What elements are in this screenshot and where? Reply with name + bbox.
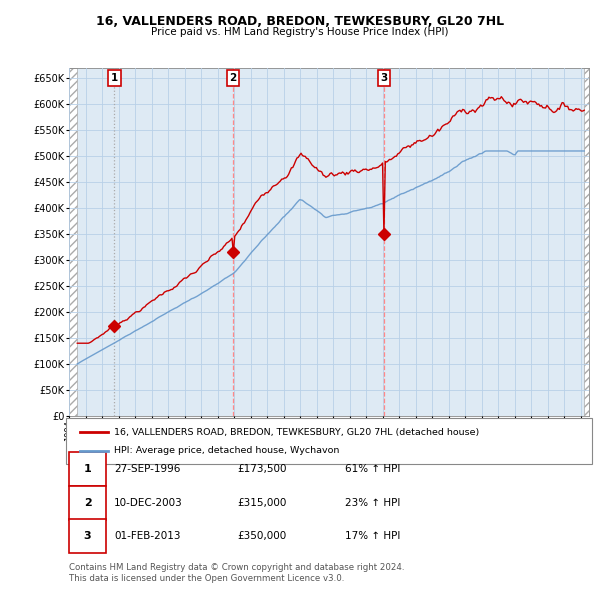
Text: 2: 2 — [84, 498, 91, 507]
Text: 27-SEP-1996: 27-SEP-1996 — [114, 464, 181, 474]
Text: Price paid vs. HM Land Registry's House Price Index (HPI): Price paid vs. HM Land Registry's House … — [151, 27, 449, 37]
Text: 2: 2 — [230, 73, 237, 83]
Text: This data is licensed under the Open Government Licence v3.0.: This data is licensed under the Open Gov… — [69, 574, 344, 583]
Text: 16, VALLENDERS ROAD, BREDON, TEWKESBURY, GL20 7HL (detached house): 16, VALLENDERS ROAD, BREDON, TEWKESBURY,… — [114, 428, 479, 437]
Text: 23% ↑ HPI: 23% ↑ HPI — [345, 498, 400, 507]
Text: 16, VALLENDERS ROAD, BREDON, TEWKESBURY, GL20 7HL: 16, VALLENDERS ROAD, BREDON, TEWKESBURY,… — [96, 15, 504, 28]
Text: HPI: Average price, detached house, Wychavon: HPI: Average price, detached house, Wych… — [114, 446, 340, 455]
Text: 01-FEB-2013: 01-FEB-2013 — [114, 532, 181, 541]
Text: 1: 1 — [111, 73, 118, 83]
Text: 10-DEC-2003: 10-DEC-2003 — [114, 498, 183, 507]
Text: £173,500: £173,500 — [237, 464, 287, 474]
Text: 61% ↑ HPI: 61% ↑ HPI — [345, 464, 400, 474]
Text: 3: 3 — [380, 73, 388, 83]
Bar — [69, 68, 77, 416]
Text: 3: 3 — [84, 532, 91, 541]
Text: Contains HM Land Registry data © Crown copyright and database right 2024.: Contains HM Land Registry data © Crown c… — [69, 563, 404, 572]
Text: 17% ↑ HPI: 17% ↑ HPI — [345, 532, 400, 541]
Text: £315,000: £315,000 — [237, 498, 286, 507]
Bar — [584, 68, 589, 416]
Text: £350,000: £350,000 — [237, 532, 286, 541]
Text: 1: 1 — [84, 464, 91, 474]
